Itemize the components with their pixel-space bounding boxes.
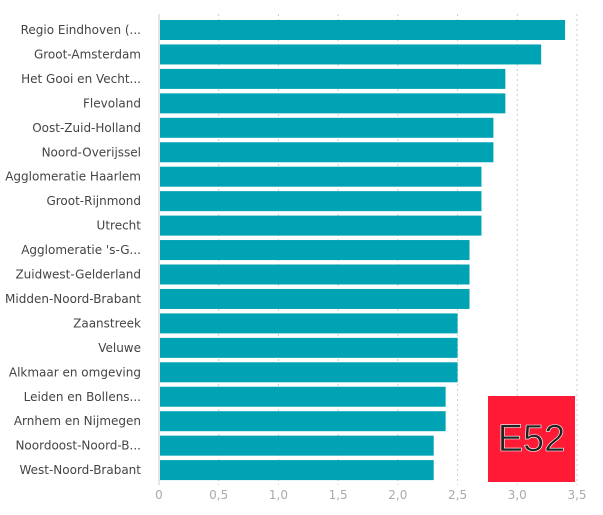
bar (160, 288, 470, 309)
category-label: Noord-Overijssel (42, 145, 141, 159)
x-tick-label: 3,5 (567, 488, 586, 502)
category-label: Agglomeratie Haarlem (5, 170, 141, 184)
bar (160, 313, 458, 334)
category-label: Utrecht (97, 219, 142, 233)
logo-text: E52 (497, 417, 566, 460)
category-label: Groot-Amsterdam (34, 47, 141, 61)
bar (160, 191, 482, 212)
category-label: Regio Eindhoven (... (21, 23, 141, 37)
category-label: West-Noord-Brabant (19, 463, 141, 477)
bar (160, 117, 494, 138)
category-label: Midden-Noord-Brabant (5, 292, 141, 306)
x-tick-label: 0,5 (209, 488, 228, 502)
bar (160, 20, 566, 40)
category-label: Noordoost-Noord-B... (15, 439, 141, 453)
bar (160, 362, 458, 383)
category-label: Het Gooi en Vecht... (21, 72, 141, 86)
category-label: Flevoland (83, 96, 141, 110)
category-label: Leiden en Bollens... (24, 390, 141, 404)
bar (160, 264, 470, 285)
bar (160, 215, 482, 236)
bar (160, 337, 458, 358)
x-tick-label: 2,0 (388, 488, 407, 502)
x-tick-label: 1,0 (269, 488, 288, 502)
e52-logo: E52 (488, 396, 575, 482)
bar (160, 435, 434, 456)
x-tick-label: 2,5 (448, 488, 467, 502)
category-label: Veluwe (98, 341, 141, 355)
category-label: Alkmaar en omgeving (9, 365, 141, 379)
category-label: Agglomeratie 's-G... (21, 243, 141, 257)
bar (160, 411, 446, 432)
x-tick-label: 0 (155, 488, 163, 502)
category-label: Zaanstreek (73, 316, 141, 330)
bar (160, 142, 494, 163)
bar (160, 68, 506, 89)
bar (160, 44, 542, 65)
x-tick-label: 3,0 (508, 488, 527, 502)
x-tick-label: 1,5 (329, 488, 348, 502)
category-label: Arnhem en Nijmegen (14, 414, 141, 428)
bar (160, 240, 470, 261)
category-label: Oost-Zuid-Holland (32, 121, 141, 135)
category-label: Groot-Rijnmond (46, 194, 141, 208)
bar (160, 166, 482, 187)
category-label: Zuidwest-Gelderland (15, 268, 141, 282)
bar (160, 460, 434, 481)
bar (160, 386, 446, 407)
bar (160, 93, 506, 114)
